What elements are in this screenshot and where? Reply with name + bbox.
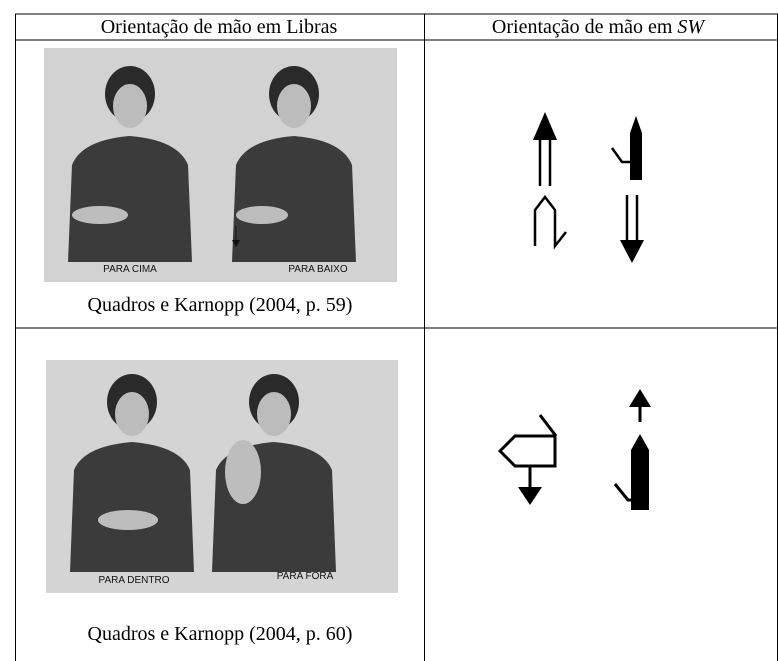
citation: Quadros e Karnopp (2004, p. 60)	[88, 623, 353, 645]
photo: PARA CIMA PARA BAIXO	[44, 48, 397, 282]
photo-label: PARA BAIXO	[288, 264, 348, 275]
sw-symbols	[497, 389, 651, 510]
citation: Quadros e Karnopp (2004, p. 59)	[88, 294, 353, 316]
header-right-emph: SW	[677, 16, 706, 38]
header-left: Orientação de mão em Libras	[101, 16, 338, 38]
photo: PARA DENTRO PARA FORA	[46, 360, 398, 593]
header-right: Orientação de mão em SW	[492, 16, 706, 38]
photo-label: PARA CIMA	[103, 264, 157, 275]
photo-label: PARA DENTRO	[99, 575, 170, 586]
sw-symbols	[533, 112, 644, 263]
photo-label: PARA FORA	[277, 571, 334, 582]
header-right-text: Orientação de mão em	[492, 16, 677, 38]
